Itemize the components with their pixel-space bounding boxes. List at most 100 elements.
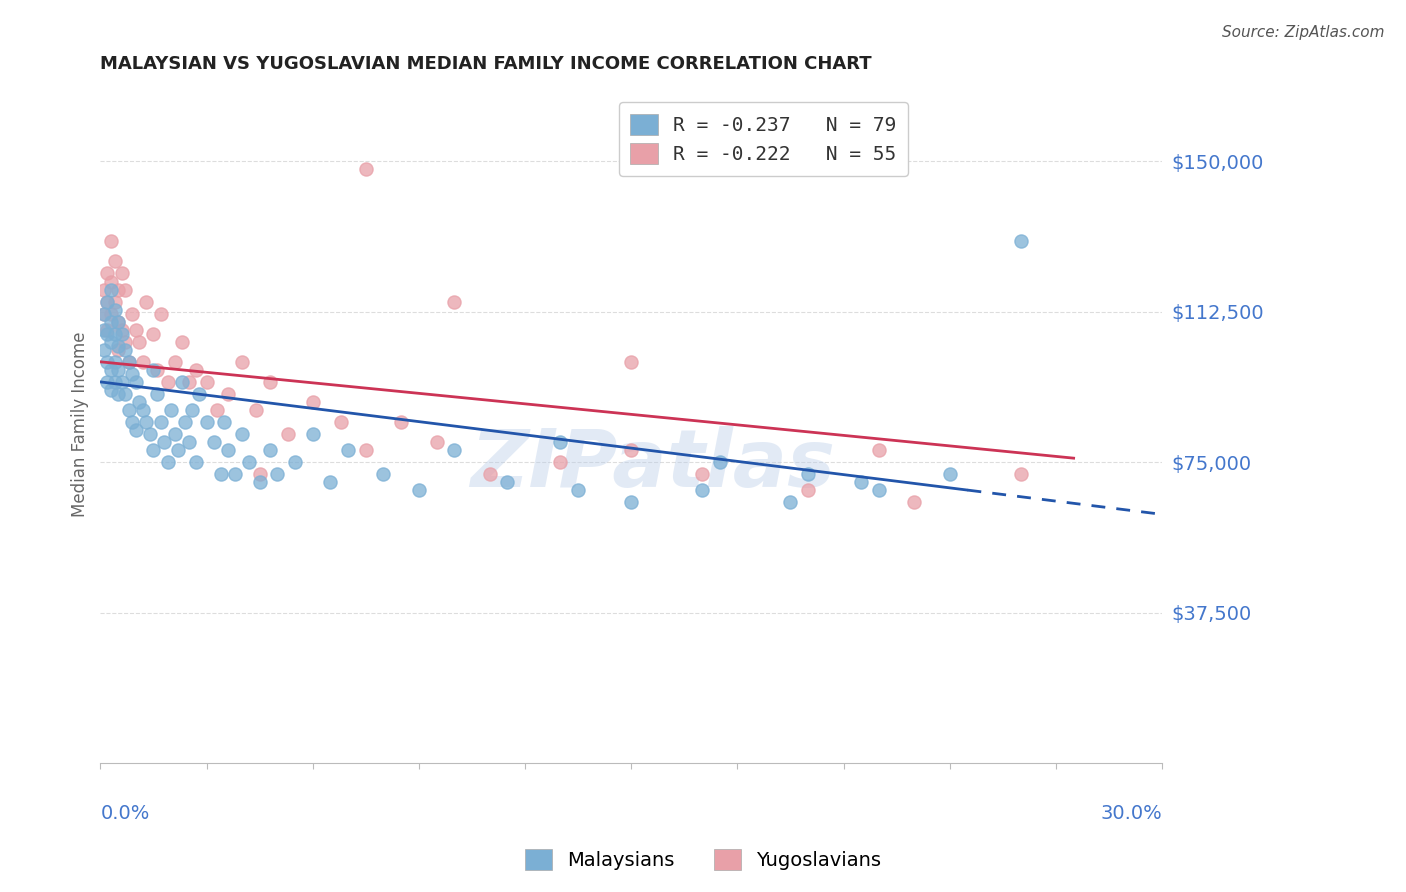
Point xyxy=(142,363,165,377)
Point xyxy=(1010,235,1032,249)
Point xyxy=(121,307,143,321)
Point xyxy=(107,339,129,353)
Point xyxy=(118,355,141,369)
Point xyxy=(110,323,132,337)
Point xyxy=(153,435,176,450)
Point xyxy=(177,375,200,389)
Point xyxy=(100,307,122,321)
Text: MALAYSIAN VS YUGOSLAVIAN MEDIAN FAMILY INCOME CORRELATION CHART: MALAYSIAN VS YUGOSLAVIAN MEDIAN FAMILY I… xyxy=(100,55,872,73)
Point xyxy=(93,307,115,321)
Point xyxy=(93,307,115,321)
Point xyxy=(103,375,125,389)
Point xyxy=(181,403,204,417)
Point xyxy=(690,467,713,482)
Point xyxy=(96,294,118,309)
Point xyxy=(125,323,148,337)
Text: ZIPatlas: ZIPatlas xyxy=(470,426,835,504)
Point xyxy=(217,443,239,458)
Point xyxy=(249,467,271,482)
Point xyxy=(277,427,299,442)
Point xyxy=(146,363,169,377)
Point xyxy=(96,326,118,341)
Point xyxy=(114,387,136,401)
Point xyxy=(107,343,129,357)
Point xyxy=(114,334,136,349)
Point xyxy=(709,455,731,469)
Point xyxy=(170,375,193,389)
Point xyxy=(195,375,218,389)
Text: 0.0%: 0.0% xyxy=(100,804,149,823)
Point xyxy=(100,363,122,377)
Point xyxy=(103,355,125,369)
Point xyxy=(301,395,323,409)
Point xyxy=(146,387,169,401)
Point xyxy=(426,435,449,450)
Point xyxy=(284,455,307,469)
Point xyxy=(135,415,157,429)
Point xyxy=(149,307,172,321)
Point xyxy=(202,435,225,450)
Point xyxy=(690,483,713,498)
Point xyxy=(337,443,360,458)
Point xyxy=(478,467,501,482)
Point xyxy=(142,443,165,458)
Point xyxy=(96,294,118,309)
Point xyxy=(96,323,118,337)
Point xyxy=(149,415,172,429)
Point xyxy=(567,483,589,498)
Point xyxy=(156,455,179,469)
Point xyxy=(110,375,132,389)
Point xyxy=(107,387,129,401)
Point xyxy=(110,267,132,281)
Point xyxy=(103,294,125,309)
Point xyxy=(125,375,148,389)
Legend: R = -0.237   N = 79, R = -0.222   N = 55: R = -0.237 N = 79, R = -0.222 N = 55 xyxy=(619,103,908,176)
Point xyxy=(93,343,115,357)
Point xyxy=(797,483,820,498)
Point xyxy=(163,355,186,369)
Point xyxy=(93,323,115,337)
Point xyxy=(231,355,253,369)
Point xyxy=(118,403,141,417)
Point xyxy=(184,455,207,469)
Point xyxy=(96,355,118,369)
Point xyxy=(259,443,281,458)
Point xyxy=(118,355,141,369)
Text: 30.0%: 30.0% xyxy=(1101,804,1163,823)
Point xyxy=(496,475,519,490)
Point xyxy=(212,415,235,429)
Point xyxy=(160,403,183,417)
Point xyxy=(121,415,143,429)
Point xyxy=(620,495,643,509)
Point xyxy=(354,162,377,177)
Point xyxy=(231,427,253,442)
Point xyxy=(939,467,962,482)
Point xyxy=(1010,467,1032,482)
Point xyxy=(96,267,118,281)
Point xyxy=(550,455,572,469)
Point xyxy=(620,355,643,369)
Point xyxy=(330,415,353,429)
Point xyxy=(103,302,125,317)
Point xyxy=(903,495,925,509)
Point xyxy=(156,375,179,389)
Point xyxy=(354,443,377,458)
Point xyxy=(100,383,122,397)
Point xyxy=(550,435,572,450)
Point xyxy=(121,367,143,381)
Point xyxy=(259,375,281,389)
Point xyxy=(851,475,873,490)
Point xyxy=(443,443,465,458)
Point xyxy=(209,467,232,482)
Point xyxy=(177,435,200,450)
Point xyxy=(100,235,122,249)
Point xyxy=(195,415,218,429)
Point xyxy=(100,315,122,329)
Point xyxy=(128,334,150,349)
Point xyxy=(139,427,162,442)
Point xyxy=(301,427,323,442)
Point xyxy=(132,355,155,369)
Point xyxy=(245,403,267,417)
Y-axis label: Median Family Income: Median Family Income xyxy=(72,332,89,517)
Point xyxy=(107,315,129,329)
